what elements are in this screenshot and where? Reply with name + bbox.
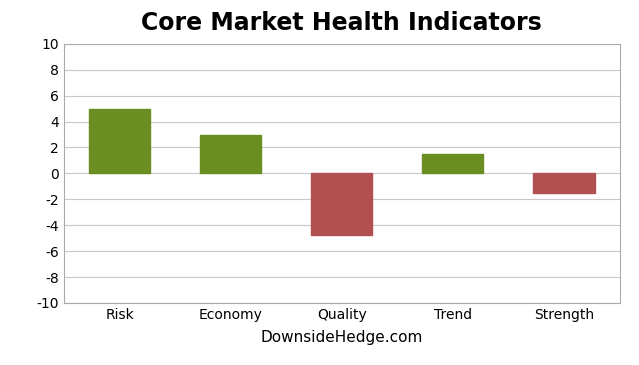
Bar bbox=[89, 109, 150, 173]
Title: Core Market Health Indicators: Core Market Health Indicators bbox=[141, 11, 543, 35]
Bar bbox=[311, 173, 373, 235]
Bar bbox=[422, 154, 484, 173]
Bar bbox=[200, 134, 261, 173]
X-axis label: DownsideHedge.com: DownsideHedge.com bbox=[261, 330, 423, 345]
Bar bbox=[534, 173, 594, 193]
